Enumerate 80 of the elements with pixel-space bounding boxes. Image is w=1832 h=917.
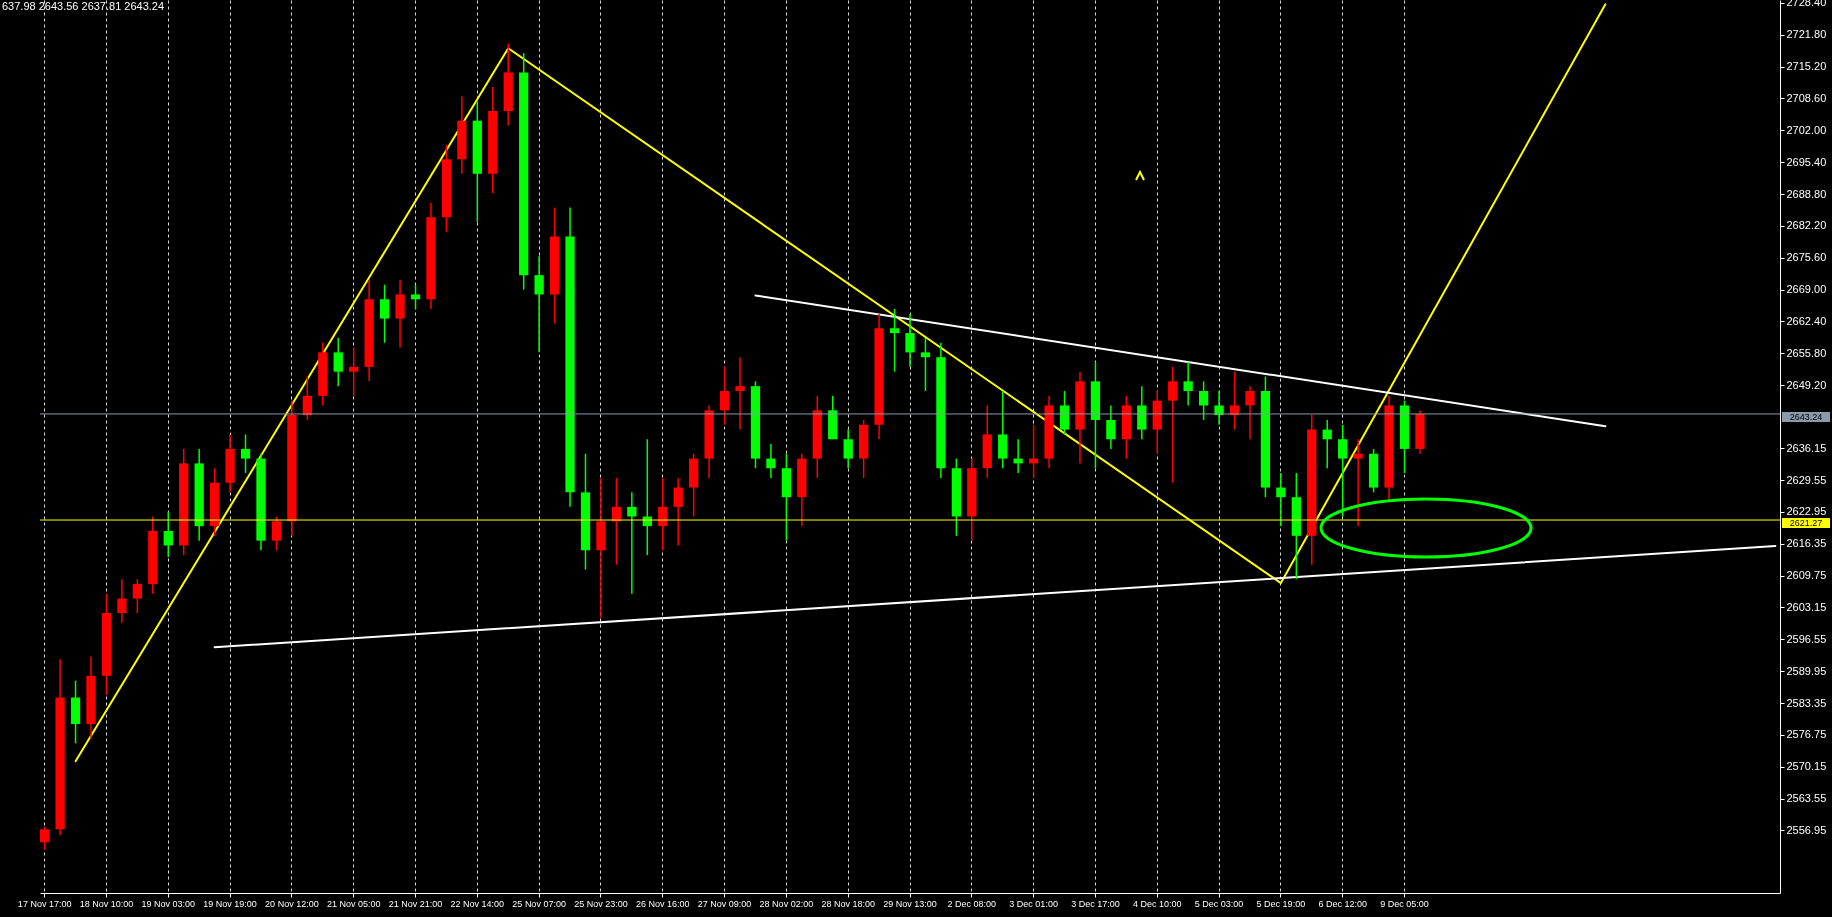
y-tick-label: 2603.15 [1786, 600, 1827, 613]
x-tick-label: 20 Nov 12:00 [265, 898, 319, 909]
y-tick-label: 2583.35 [1786, 696, 1827, 709]
candlestick [349, 346, 359, 397]
candlestick [1183, 361, 1193, 407]
x-tick-label: 5 Dec 19:00 [1256, 898, 1306, 909]
y-tick-label: 2708.60 [1786, 91, 1827, 104]
candlestick [132, 578, 142, 614]
y-tick-label: 2576.75 [1786, 728, 1827, 741]
candlestick [40, 825, 50, 851]
candlestick [1353, 438, 1363, 527]
candlestick [1168, 366, 1178, 484]
x-tick-label: 21 Nov 21:00 [388, 898, 443, 909]
candlestick [843, 428, 853, 469]
x-tick-label: 6 Dec 12:00 [1318, 898, 1367, 909]
y-tick-label: 2616.35 [1786, 537, 1827, 550]
y-tick-label: 2688.80 [1786, 187, 1827, 200]
y-tick-label: 2662.40 [1786, 314, 1827, 327]
candlestick [719, 366, 730, 426]
candlestick [673, 477, 683, 547]
x-tick-label: 19 Nov 19:00 [203, 898, 257, 909]
candlestick [379, 284, 390, 344]
y-tick-label: 2702.00 [1786, 123, 1827, 136]
x-tick-label: 3 Dec 17:00 [1071, 898, 1120, 909]
y-tick-label: 2596.55 [1786, 632, 1827, 645]
x-tick-label: 28 Nov 02:00 [759, 898, 814, 909]
candlestick [410, 284, 421, 310]
candlestick [163, 510, 173, 558]
x-tick-label: 4 Dec 10:00 [1132, 898, 1182, 909]
y-tick-label: 2675.60 [1786, 251, 1827, 264]
y-tick-label: 2655.80 [1786, 346, 1827, 359]
ref-line-label: 2621.27 [1789, 518, 1823, 529]
x-tick-label: 3 Dec 01:00 [1009, 898, 1058, 909]
y-tick-label: 2563.55 [1786, 792, 1827, 805]
x-tick-label: 25 Nov 07:00 [512, 898, 566, 909]
y-tick-label: 2649.20 [1786, 378, 1827, 391]
candlestick [1198, 380, 1209, 421]
candlestick [333, 337, 343, 387]
y-tick-label: 2721.80 [1786, 28, 1827, 41]
x-tick-label: 28 Nov 18:00 [821, 898, 875, 909]
x-tick-label: 5 Dec 03:00 [1194, 898, 1244, 909]
candlestick [1322, 419, 1332, 469]
x-tick-label: 2 Dec 08:00 [947, 898, 997, 909]
x-tick-label: 9 Dec 05:00 [1380, 898, 1429, 909]
candlestick [1245, 385, 1255, 441]
candlestick [627, 491, 637, 595]
y-tick-label: 2622.95 [1786, 505, 1827, 518]
x-tick-label: 21 Nov 05:00 [326, 898, 381, 909]
y-tick-label: 2669.00 [1786, 283, 1827, 296]
candlestick [766, 443, 776, 479]
x-tick-label: 22 Nov 14:00 [450, 898, 505, 909]
candlestick [889, 308, 900, 373]
y-tick-label: 2589.95 [1786, 664, 1827, 677]
y-tick-label: 2682.20 [1786, 219, 1827, 232]
candlestick [271, 515, 282, 552]
x-tick-label: 25 Nov 23:00 [574, 898, 628, 909]
y-tick-label: 2570.15 [1786, 760, 1827, 773]
candlestick [735, 356, 745, 431]
y-tick-label: 2556.95 [1786, 823, 1827, 836]
candlestick [1338, 424, 1348, 518]
x-tick-label: 27 Nov 09:00 [697, 898, 752, 909]
candlestick [920, 337, 931, 392]
y-tick-label: 2609.75 [1786, 569, 1827, 582]
y-tick-label: 2715.20 [1786, 60, 1827, 73]
y-tick-label: 2629.55 [1786, 473, 1827, 486]
x-tick-label: 18 Nov 10:00 [79, 898, 134, 909]
x-tick-label: 26 Nov 16:00 [635, 898, 690, 909]
candlestick [1276, 472, 1286, 527]
x-tick-label: 29 Nov 13:00 [883, 898, 937, 909]
candlestick [905, 313, 915, 368]
candlestick [1106, 404, 1116, 450]
candlestick [240, 433, 251, 474]
y-tick-label: 2695.40 [1786, 155, 1827, 168]
annotation: 637.98 2643.56 2637.81 2643.24 [2, 0, 165, 12]
x-tick-label: 17 Nov 17:00 [17, 898, 72, 909]
y-tick-label: 2636.15 [1786, 441, 1827, 454]
ref-line-label: 2643.24 [1789, 411, 1823, 422]
candlestick [534, 255, 544, 354]
x-tick-label: 19 Nov 03:00 [141, 898, 196, 909]
candlestick [117, 578, 127, 624]
